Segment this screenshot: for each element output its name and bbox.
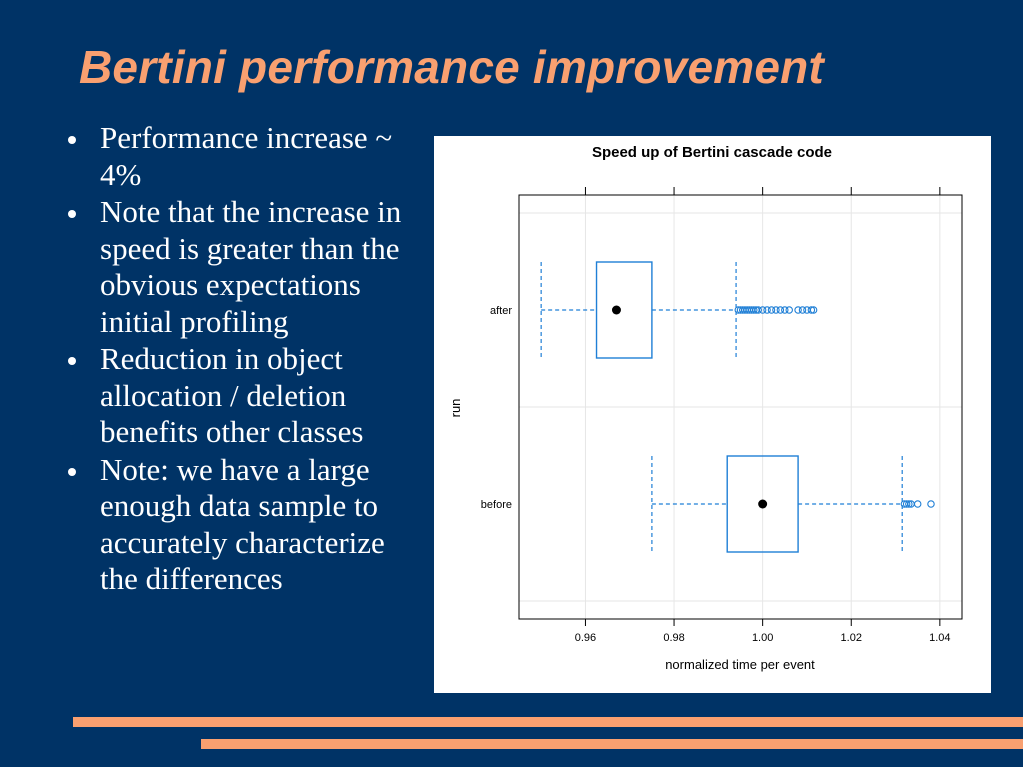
bullet-dot-icon (68, 467, 76, 476)
box-iqr (595, 261, 653, 359)
outlier-point (905, 500, 913, 508)
chart-title: Speed up of Bertini cascade code (592, 144, 832, 161)
slide-title: Bertini performance improvement (79, 41, 824, 93)
outlier-point (776, 306, 785, 314)
x-tick-label: 1.04 (929, 632, 950, 644)
median-point (611, 305, 621, 315)
outlier-point (902, 500, 911, 508)
bullet-item: Performance increase ~ 4% (68, 120, 428, 193)
x-tick-label: 1.02 (841, 632, 862, 644)
bullet-dot-icon (68, 210, 76, 218)
outlier-point (785, 306, 793, 314)
outlier-point (772, 306, 780, 314)
outlier-point (809, 306, 818, 314)
bullet-item: Note: we have a large enough data sample… (68, 452, 428, 598)
outlier-point (758, 306, 767, 314)
outlier-point (750, 306, 758, 314)
outlier-point (767, 306, 776, 314)
outlier-point (807, 306, 816, 314)
outlier-point (763, 306, 771, 314)
outlier-point (913, 500, 922, 508)
chart-panel: Speed up of Bertini cascade code normali… (434, 136, 991, 693)
y-category-label: after (490, 305, 512, 317)
y-category-label: before (481, 499, 512, 511)
x-axis-label: normalized time per event (665, 657, 815, 672)
boxplot-chart: Speed up of Bertini cascade code normali… (448, 144, 963, 672)
x-tick-label: 0.96 (575, 632, 596, 644)
bullet-dot-icon (68, 136, 76, 144)
outlier-point (794, 306, 802, 314)
outlier-point (798, 306, 807, 314)
x-tick-label: 1.00 (752, 632, 773, 644)
bullet-item: Note that the increase in speed is great… (68, 194, 428, 340)
plot-frame (518, 194, 963, 620)
outlier-point (781, 306, 789, 314)
bullet-text: Note that the increase in speed is great… (100, 194, 402, 339)
outlier-point (754, 306, 762, 314)
box-iqr (726, 455, 799, 553)
bullet-item: Reduction in object allocation / deletio… (68, 341, 428, 451)
accent-rule-bottom (201, 739, 1023, 749)
bullet-list: Performance increase ~ 4% Note that the … (68, 120, 428, 599)
bullet-text: Performance increase ~ 4% (100, 120, 393, 192)
x-tick-label: 0.98 (663, 632, 684, 644)
accent-rule-top (73, 717, 1023, 727)
y-axis-label: run (448, 399, 463, 418)
median-point (758, 499, 768, 509)
bullet-text: Note: we have a large enough data sample… (100, 451, 385, 597)
outlier-point (927, 500, 935, 508)
bullet-dot-icon (68, 357, 76, 365)
bullet-text: Reduction in object allocation / deletio… (100, 341, 364, 449)
